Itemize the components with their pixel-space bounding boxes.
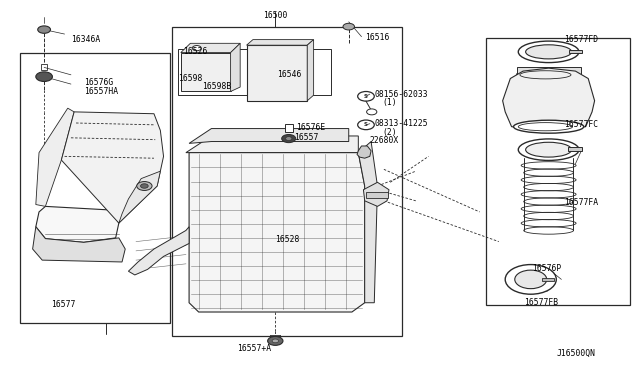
Circle shape <box>36 72 52 81</box>
Text: 22680X: 22680X <box>370 136 399 145</box>
Polygon shape <box>33 227 125 262</box>
Text: 16598: 16598 <box>178 74 203 83</box>
Text: 16557+A: 16557+A <box>237 344 271 353</box>
Circle shape <box>137 182 152 190</box>
Circle shape <box>515 270 547 289</box>
Text: 16577FA: 16577FA <box>564 198 598 207</box>
Circle shape <box>282 135 296 142</box>
Text: 16346A: 16346A <box>71 35 100 44</box>
Polygon shape <box>129 227 189 275</box>
Text: 16526: 16526 <box>182 47 207 56</box>
Bar <box>569 49 582 53</box>
Text: 16598B: 16598B <box>202 82 231 91</box>
Polygon shape <box>307 39 314 101</box>
Circle shape <box>367 109 377 115</box>
Circle shape <box>38 26 51 33</box>
Ellipse shape <box>518 41 579 62</box>
Polygon shape <box>180 43 240 52</box>
Text: 16500: 16500 <box>263 11 287 20</box>
Polygon shape <box>502 68 595 131</box>
Circle shape <box>505 264 556 294</box>
Text: 16577FD: 16577FD <box>564 35 598 44</box>
Bar <box>20 52 170 323</box>
Circle shape <box>141 184 148 188</box>
Circle shape <box>285 137 292 140</box>
Text: S: S <box>364 122 368 127</box>
Text: S: S <box>364 94 368 99</box>
Bar <box>366 192 388 198</box>
Circle shape <box>192 45 201 51</box>
Polygon shape <box>246 45 307 101</box>
Polygon shape <box>364 182 389 206</box>
Text: 16577FC: 16577FC <box>564 121 598 129</box>
Text: (2): (2) <box>383 128 397 137</box>
Polygon shape <box>230 43 240 92</box>
Polygon shape <box>36 108 74 206</box>
Text: 16576G: 16576G <box>84 78 113 87</box>
Text: 08156-62033: 08156-62033 <box>374 90 428 99</box>
Bar <box>285 124 292 132</box>
Bar <box>178 49 332 95</box>
Ellipse shape <box>525 45 572 59</box>
Bar <box>486 38 630 305</box>
Polygon shape <box>516 67 580 75</box>
Text: 16577FB: 16577FB <box>524 298 559 307</box>
Polygon shape <box>61 112 164 223</box>
Text: 16557: 16557 <box>294 133 319 142</box>
Circle shape <box>272 339 278 343</box>
Text: 08313-41225: 08313-41225 <box>374 119 428 128</box>
Text: 16557HA: 16557HA <box>84 87 118 96</box>
Bar <box>172 27 402 336</box>
Text: 16546: 16546 <box>276 70 301 79</box>
Text: J16500QN: J16500QN <box>556 349 595 358</box>
Ellipse shape <box>516 68 580 81</box>
Bar <box>568 147 582 151</box>
Text: 16576E: 16576E <box>296 123 325 132</box>
Text: 16528: 16528 <box>275 235 300 244</box>
Polygon shape <box>36 206 119 242</box>
Polygon shape <box>186 136 358 153</box>
Ellipse shape <box>518 139 579 160</box>
Text: 16516: 16516 <box>365 33 389 42</box>
Polygon shape <box>246 39 314 45</box>
Ellipse shape <box>525 142 572 157</box>
Polygon shape <box>119 171 161 223</box>
Circle shape <box>268 336 283 345</box>
Bar <box>542 278 554 281</box>
Text: 16576P: 16576P <box>532 264 561 273</box>
Text: 16577: 16577 <box>51 300 76 309</box>
Bar <box>41 64 47 70</box>
Polygon shape <box>180 52 230 92</box>
Polygon shape <box>189 129 349 143</box>
Polygon shape <box>189 153 365 312</box>
Text: (1): (1) <box>383 98 397 107</box>
Polygon shape <box>358 141 378 303</box>
Ellipse shape <box>513 120 584 133</box>
Polygon shape <box>357 146 371 158</box>
Circle shape <box>343 23 355 30</box>
